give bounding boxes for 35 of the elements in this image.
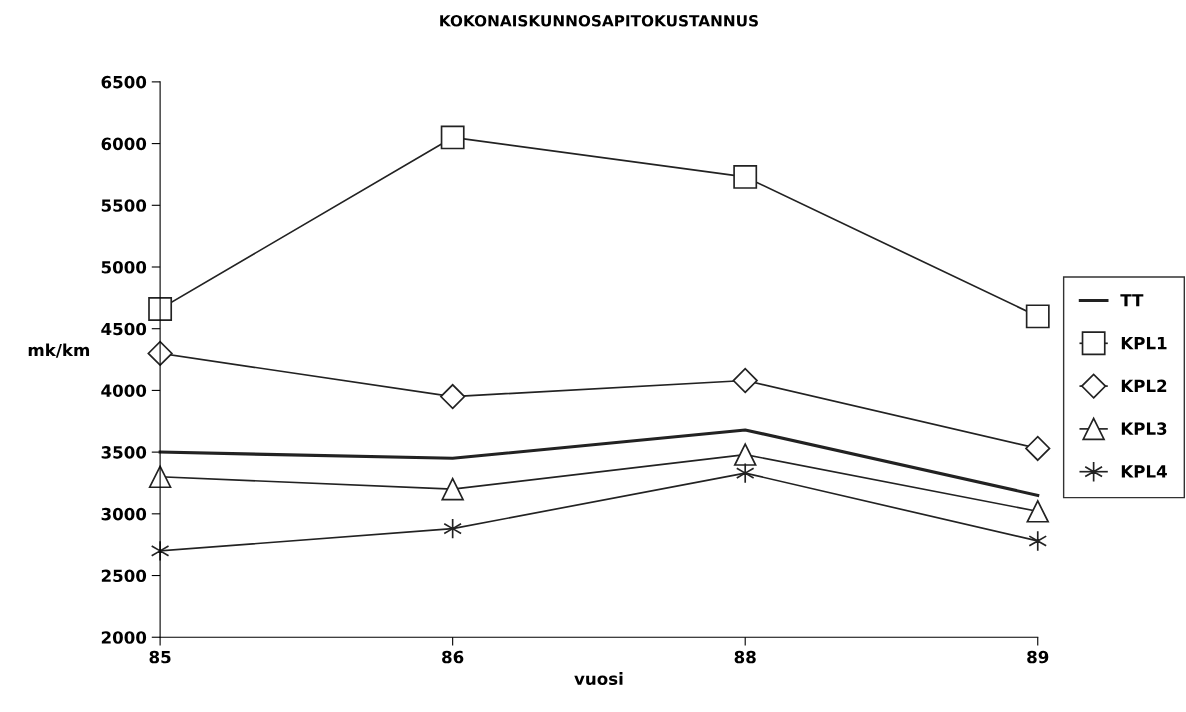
point xyxy=(1025,304,1050,329)
point xyxy=(733,443,757,466)
y-tick-label: 5000 xyxy=(101,260,147,274)
y-axis-title: mk/km xyxy=(28,343,90,358)
point xyxy=(735,462,755,484)
line-series xyxy=(158,428,1040,497)
chart-title: KOKONAISKUNNOSAPITOKUSTANNUS xyxy=(440,14,758,27)
point xyxy=(1025,435,1051,462)
legend-label: TT xyxy=(1120,294,1144,307)
y-tick-label: 3000 xyxy=(101,507,147,521)
y-tick-label: 2500 xyxy=(101,569,147,583)
point xyxy=(440,125,465,150)
x-axis-title: vuosi xyxy=(574,672,623,686)
legend-label: KPL2 xyxy=(1121,379,1167,392)
point xyxy=(732,367,758,394)
point xyxy=(148,297,173,321)
y-tick-label: 4500 xyxy=(101,322,147,336)
point xyxy=(441,477,464,501)
point xyxy=(440,383,466,410)
y-tick-label: 4000 xyxy=(101,384,147,397)
point xyxy=(733,164,758,189)
legend-label: KPL3 xyxy=(1121,422,1167,435)
legend-label: KPL1 xyxy=(1121,336,1167,350)
x-tick-label: 86 xyxy=(442,650,464,664)
y-tick-label: 6000 xyxy=(101,137,147,151)
x-tick-label: 85 xyxy=(149,650,171,664)
y-tick-label: 3500 xyxy=(101,446,147,459)
x-tick-label: 88 xyxy=(734,650,756,664)
legend-label: KPL4 xyxy=(1121,465,1167,478)
y-tick-label: 2000 xyxy=(101,631,147,644)
x-tick-label: 89 xyxy=(1027,650,1049,664)
y-tick-label: 6500 xyxy=(101,75,147,89)
point xyxy=(1028,530,1048,552)
point xyxy=(1026,500,1050,523)
y-tick-label: 5500 xyxy=(101,199,147,212)
